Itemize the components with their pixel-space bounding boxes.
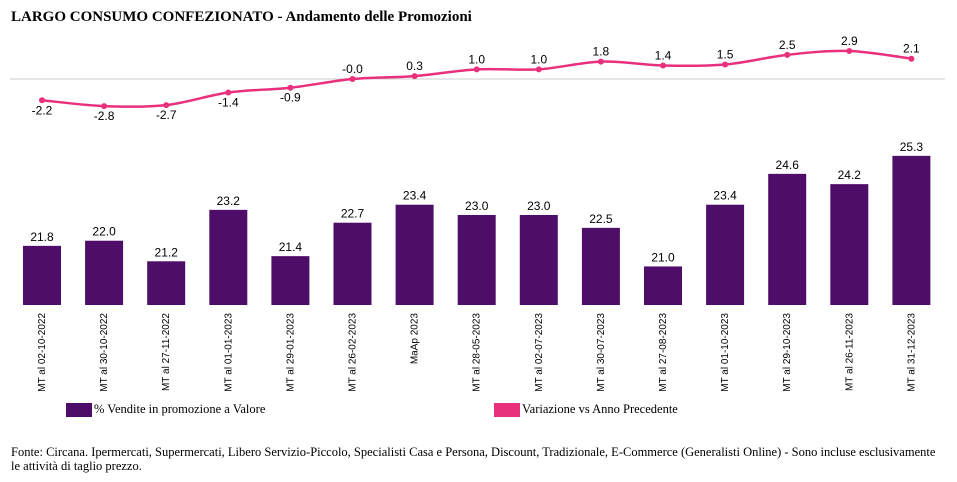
bar-data-label: 21.8 xyxy=(30,230,54,244)
line-point xyxy=(660,62,666,69)
bar xyxy=(85,240,124,305)
bar-data-label: 23.4 xyxy=(713,189,737,203)
legend-item-bars: % Vendite in promozione a Valore xyxy=(66,402,265,417)
bar xyxy=(23,245,61,305)
line-point xyxy=(535,66,542,73)
bar-data-label: 23.4 xyxy=(403,189,427,203)
x-tick-label: MT al 27-08-2023 xyxy=(658,313,669,392)
bar xyxy=(706,204,745,305)
line-data-label: 1.5 xyxy=(717,48,734,62)
x-tick-label: MT al 02-07-2023 xyxy=(534,313,545,392)
x-tick-label: MT al 27-11-2022 xyxy=(161,313,172,391)
bar-data-label: 21.0 xyxy=(651,250,675,264)
x-tick-label: MT al 01-10-2023 xyxy=(720,313,731,392)
legend-item-line: Variazione vs Anno Precedente xyxy=(494,402,678,417)
line-data-label: 1.4 xyxy=(655,48,672,62)
x-tick-label: MT al 29-01-2023 xyxy=(285,313,296,392)
x-tick-label: MT al 30-10-2022 xyxy=(99,313,110,392)
legend-label-line: Variazione vs Anno Precedente xyxy=(522,402,678,416)
bar xyxy=(457,215,496,305)
line-data-label: -0.0 xyxy=(342,62,363,76)
line-point xyxy=(349,76,356,82)
x-tick-label: MT al 31-12-2023 xyxy=(906,313,917,392)
line-point xyxy=(287,84,294,91)
line-point xyxy=(225,89,232,96)
line-point xyxy=(722,61,729,68)
line-data-label: 2.1 xyxy=(903,42,920,56)
x-tick-label: MT al 28-05-2023 xyxy=(472,313,483,392)
x-tick-label: MT al 29-10-2023 xyxy=(782,313,793,392)
bar xyxy=(209,209,248,305)
line-data-label: 1.0 xyxy=(530,52,547,66)
chart-title: LARGO CONSUMO CONFEZIONATO - Andamento d… xyxy=(11,9,472,25)
line-point xyxy=(846,47,853,54)
x-tick-label: MaAp 2023 xyxy=(410,313,421,365)
line-data-label: -2.7 xyxy=(156,108,177,122)
line-data-label: -2.8 xyxy=(94,109,115,123)
line-point xyxy=(163,102,170,109)
line-point xyxy=(784,51,791,58)
bar xyxy=(768,173,807,305)
legend-swatch-bars xyxy=(66,402,92,417)
bar-data-label: 24.2 xyxy=(838,168,862,182)
x-tick-label: MT al 01-01-2023 xyxy=(223,313,234,392)
bar xyxy=(644,266,682,305)
line-data-label: -0.9 xyxy=(280,91,301,105)
x-axis-labels: MT al 02-10-2022 MT al 30-10-2022 MT al 27… xyxy=(37,313,917,392)
line-data-label: 2.9 xyxy=(841,34,858,48)
legend-label-bars: % Vendite in promozione a Valore xyxy=(94,402,266,416)
x-tick-label: MT al 26-11-2023 xyxy=(844,313,855,391)
bar xyxy=(271,256,310,305)
bar-data-label: 21.2 xyxy=(155,245,179,259)
line-point xyxy=(101,103,108,110)
line-point xyxy=(411,73,418,80)
bar xyxy=(395,204,434,305)
line-data-label: -1.4 xyxy=(218,96,239,110)
line-data-label: 2.5 xyxy=(779,38,796,52)
x-tick-label: MT al 02-10-2022 xyxy=(37,313,48,392)
line-data-label: 1.0 xyxy=(468,52,485,66)
bar-data-label: 23.2 xyxy=(217,194,241,208)
bar xyxy=(581,227,620,305)
line-data-label: -2.2 xyxy=(32,103,53,117)
x-tick-label: MT al 30-07-2023 xyxy=(596,313,607,392)
bar-chart-layer: 21.8 22.0 21.2 23.2 21.4 22.7 23.4 23.0 23.0 22.5… xyxy=(23,140,931,305)
bar xyxy=(830,184,869,305)
line-chart-layer: -2.2 -2.8 -2.7 -1.4 -0.9 -0.0 0.3 1.0 1.0 1.8 1.4 1… xyxy=(10,34,945,123)
legend-swatch-line xyxy=(494,402,520,417)
line-point xyxy=(473,66,480,73)
line-point xyxy=(908,55,915,62)
bar-data-label: 25.3 xyxy=(900,140,924,154)
bar-data-label: 22.0 xyxy=(92,225,116,239)
bar xyxy=(147,261,186,305)
bar-data-label: 24.6 xyxy=(776,158,800,172)
line-data-label: 1.8 xyxy=(593,45,610,59)
x-tick-label: MT al 26-02-2023 xyxy=(348,313,359,392)
line-point xyxy=(39,97,45,104)
source-footnote: Fonte: Circana. Ipermercati, Supermercat… xyxy=(11,445,936,473)
bar-data-label: 21.4 xyxy=(279,240,303,254)
line-point xyxy=(597,58,604,65)
bar-data-label: 23.0 xyxy=(527,199,551,213)
bar xyxy=(892,155,931,305)
line-data-label: 0.3 xyxy=(406,59,423,73)
bar xyxy=(333,222,372,305)
bar-data-label: 22.5 xyxy=(589,212,613,226)
chart-canvas: -2.2 -2.8 -2.7 -1.4 -0.9 -0.0 0.3 1.0 1.0 1.8 1.4 1… xyxy=(10,34,945,392)
bar xyxy=(519,215,558,305)
bar-data-label: 23.0 xyxy=(465,199,489,213)
bar-data-label: 22.7 xyxy=(341,207,365,221)
